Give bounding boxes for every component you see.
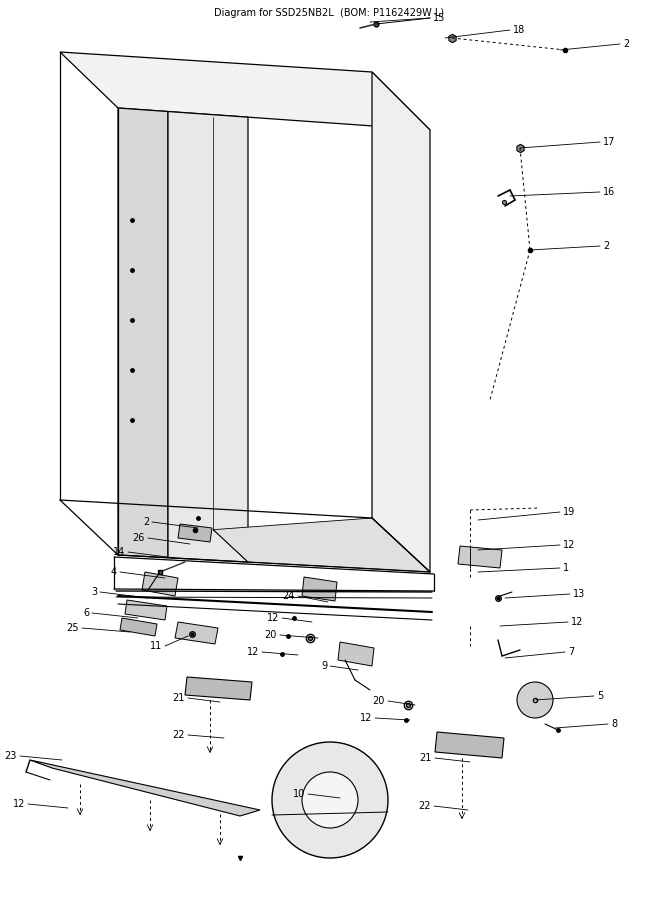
Polygon shape xyxy=(185,677,252,700)
Text: 8: 8 xyxy=(611,719,617,729)
Text: 4: 4 xyxy=(111,567,117,577)
Text: 12: 12 xyxy=(563,540,575,550)
Polygon shape xyxy=(458,546,502,568)
Text: 2: 2 xyxy=(623,39,629,49)
Text: 12: 12 xyxy=(571,617,584,627)
Polygon shape xyxy=(118,108,168,558)
Text: 3: 3 xyxy=(91,587,97,597)
Text: 21: 21 xyxy=(420,753,432,763)
Text: 21: 21 xyxy=(172,693,185,703)
Text: 9: 9 xyxy=(321,661,327,671)
Text: 23: 23 xyxy=(5,751,17,761)
Polygon shape xyxy=(178,524,212,542)
Text: 20: 20 xyxy=(265,630,277,640)
Circle shape xyxy=(302,772,358,828)
Text: 12: 12 xyxy=(266,613,279,623)
Text: 26: 26 xyxy=(133,533,145,543)
Text: 13: 13 xyxy=(573,589,585,599)
Text: 22: 22 xyxy=(172,730,185,740)
Text: 15: 15 xyxy=(433,13,445,23)
Text: 12: 12 xyxy=(13,799,25,809)
Polygon shape xyxy=(120,618,157,636)
Polygon shape xyxy=(60,52,430,130)
Text: 18: 18 xyxy=(513,25,525,35)
Text: 1: 1 xyxy=(563,563,569,573)
Polygon shape xyxy=(142,572,178,596)
Text: 25: 25 xyxy=(66,623,79,633)
Text: 11: 11 xyxy=(150,641,162,651)
Polygon shape xyxy=(175,622,218,644)
Polygon shape xyxy=(372,72,430,572)
Polygon shape xyxy=(30,760,260,816)
Text: 24: 24 xyxy=(283,591,295,601)
Text: 2: 2 xyxy=(143,517,149,527)
Text: 5: 5 xyxy=(597,691,603,701)
Text: 6: 6 xyxy=(83,608,89,618)
Text: 10: 10 xyxy=(293,789,305,799)
Text: 2: 2 xyxy=(603,241,609,251)
Polygon shape xyxy=(435,732,504,758)
Polygon shape xyxy=(168,112,248,562)
Text: Diagram for SSD25NB2L  (BOM: P1162429W L): Diagram for SSD25NB2L (BOM: P1162429W L) xyxy=(214,8,444,18)
Text: 12: 12 xyxy=(247,647,259,657)
Circle shape xyxy=(517,682,553,718)
Text: 17: 17 xyxy=(603,137,615,147)
Text: 7: 7 xyxy=(568,647,574,657)
Polygon shape xyxy=(338,642,374,666)
Text: 16: 16 xyxy=(603,187,615,197)
Text: 14: 14 xyxy=(113,547,125,557)
Circle shape xyxy=(272,742,388,858)
Text: 19: 19 xyxy=(563,507,575,517)
Polygon shape xyxy=(213,518,430,572)
Text: 20: 20 xyxy=(372,696,385,706)
Polygon shape xyxy=(302,577,337,601)
Text: 12: 12 xyxy=(360,713,372,723)
Text: 22: 22 xyxy=(418,801,431,811)
Polygon shape xyxy=(125,600,167,620)
